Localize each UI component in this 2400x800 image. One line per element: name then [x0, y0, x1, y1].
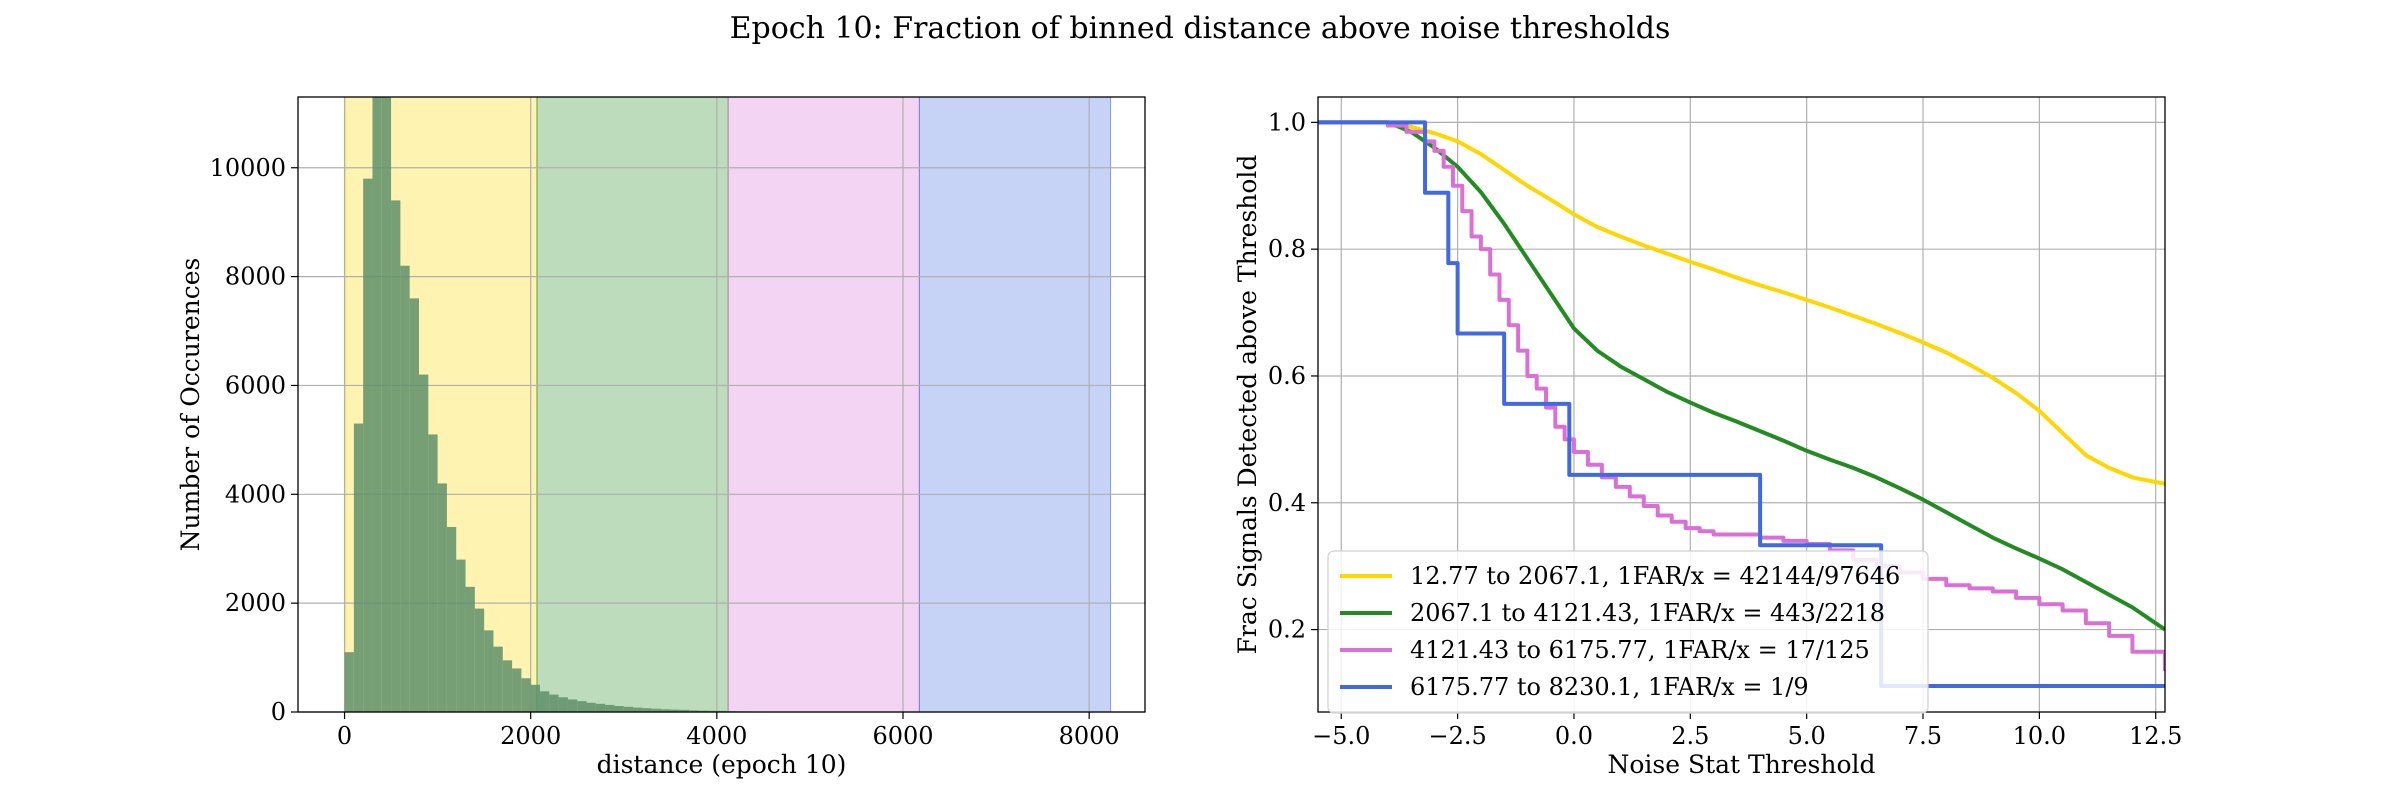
histogram-x-label: distance (epoch 10): [597, 750, 847, 779]
histogram-bar: [446, 526, 457, 712]
histogram-bar: [670, 709, 680, 712]
x-tick-label: 7.5: [1904, 722, 1942, 750]
histogram-bar: [567, 699, 578, 712]
y-tick-label: 6000: [225, 371, 286, 399]
y-tick-label: 2000: [225, 589, 286, 617]
series-line-2: [1318, 120, 2165, 632]
series-line-1: [1318, 120, 2165, 486]
figure-title: Epoch 10: Fraction of binned distance ab…: [730, 11, 1671, 46]
histogram-frame: [297, 96, 1146, 713]
histogram-bar: [502, 660, 513, 712]
series-line-3: [1318, 120, 2165, 671]
legend-label: 2067.1 to 4121.43, 1FAR/x = 443/2218: [1410, 599, 1885, 627]
histogram-bar: [679, 709, 689, 712]
distance-band-shading: [345, 96, 1112, 713]
legend-label: 12.77 to 2067.1, 1FAR/x = 42144/97646: [1410, 562, 1900, 590]
histogram-bar: [400, 265, 410, 712]
histogram-bar: [651, 708, 661, 712]
x-tick-label: 4000: [686, 722, 747, 750]
histogram-bar: [698, 710, 708, 712]
x-tick-label: −2.5: [1428, 722, 1486, 750]
line-chart-x-label: Noise Stat Threshold: [1607, 750, 1875, 779]
histogram-y-label: Number of Occurences: [176, 258, 205, 552]
legend-label: 6175.77 to 8230.1, 1FAR/x = 1/9: [1410, 673, 1809, 701]
histogram-bar: [642, 708, 652, 712]
histogram-bars: [344, 97, 773, 713]
y-tick-label: 0.6: [1268, 362, 1306, 390]
histogram-bar: [512, 668, 522, 712]
histogram-bar: [437, 483, 447, 712]
distance-band-4: [918, 96, 1112, 713]
histogram-bar: [530, 684, 540, 712]
x-tick-label: 2000: [500, 722, 561, 750]
y-tick-label: 10000: [210, 154, 286, 182]
histogram-bar: [493, 646, 503, 712]
histogram-bar: [465, 586, 475, 712]
y-tick-label: 0.8: [1268, 235, 1306, 263]
histogram-bar: [605, 704, 615, 712]
x-tick-label: 6000: [872, 722, 933, 750]
detection-fraction-panel: −5.0 −2.5 0.0 2.5 5.0 7.5 10.0 12.5 0.2 0.4 0.6 0.8…: [1233, 96, 2183, 779]
distance-band-3: [727, 96, 920, 713]
histogram-bar: [577, 701, 587, 712]
histogram-bar: [614, 706, 624, 712]
distance-band-2: [536, 96, 729, 713]
legend-box: [1327, 550, 1929, 714]
histogram-bar: [428, 434, 438, 712]
histogram-bar: [409, 298, 419, 712]
x-tick-label: 5.0: [1788, 722, 1826, 750]
x-tick-label: 0.0: [1555, 722, 1593, 750]
x-tick-label: 10.0: [2013, 722, 2066, 750]
histogram-bar: [353, 423, 364, 712]
y-tick-label: 8000: [225, 263, 286, 291]
legend: 12.77 to 2067.1, 1FAR/x = 42144/97646 206…: [1327, 550, 1929, 714]
histogram-bar: [363, 178, 373, 713]
histogram-ticks: 0 2000 4000 6000 8000 0 2000 4000 6000 8000 10000: [210, 154, 1120, 750]
histogram-bar: [540, 691, 550, 712]
histogram-bar: [419, 374, 429, 712]
histogram-bar: [484, 630, 494, 712]
y-tick-label: 0.2: [1268, 616, 1306, 644]
histogram-bar: [661, 709, 671, 712]
y-tick-label: 0.4: [1268, 489, 1306, 517]
histogram-bar: [586, 702, 596, 712]
histogram-bar: [633, 707, 643, 712]
series-line-4: [1318, 120, 2165, 689]
x-tick-label: 12.5: [2129, 722, 2182, 750]
histogram-bar: [344, 652, 354, 712]
x-tick-label: 8000: [1059, 722, 1120, 750]
line-chart-ticks: −5.0 −2.5 0.0 2.5 5.0 7.5 10.0 12.5 0.2 0.4 0.6 0.8…: [1268, 108, 2183, 750]
histogram-bar: [372, 97, 382, 712]
histogram-bar: [456, 559, 466, 712]
legend-label: 4121.43 to 6175.77, 1FAR/x = 17/125: [1410, 636, 1870, 664]
x-tick-label: −5.0: [1312, 722, 1370, 750]
histogram-bar: [549, 694, 559, 712]
line-chart-y-label: Frac Signals Detected above Threshold: [1233, 155, 1262, 655]
histogram-panel: 0 2000 4000 6000 80000200040006000800010000 …: [176, 96, 1146, 779]
y-tick-label: 4000: [225, 480, 286, 508]
histogram-bar: [474, 608, 485, 712]
histogram-bar: [688, 710, 699, 712]
y-tick-label: 0: [271, 698, 286, 726]
y-tick-label: 1.0: [1268, 108, 1306, 136]
histogram-bar: [391, 200, 401, 712]
histogram-bar: [381, 97, 392, 712]
histogram-bar: [558, 697, 568, 712]
x-tick-label: 2.5: [1671, 722, 1709, 750]
histogram-bar: [595, 703, 606, 712]
line-series: [1318, 120, 2165, 689]
x-tick-label: 0: [337, 722, 352, 750]
histogram-bar: [623, 706, 634, 712]
histogram-bar: [521, 678, 531, 712]
